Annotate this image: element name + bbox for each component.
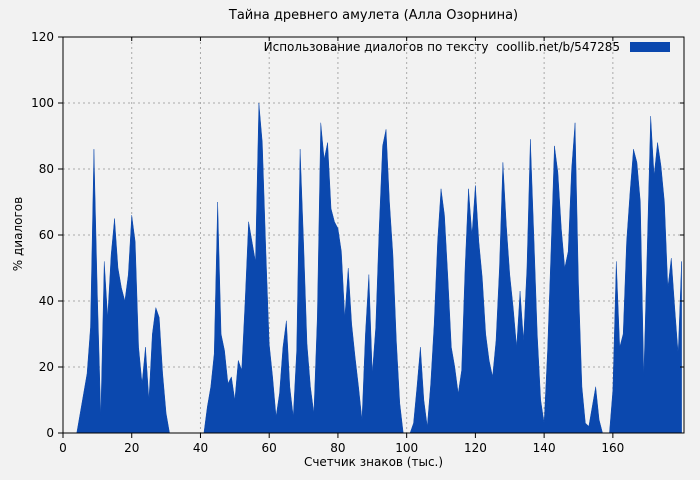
y-tick-label: 100	[31, 96, 54, 110]
x-tick-label: 100	[395, 441, 418, 455]
x-tick-label: 120	[464, 441, 487, 455]
y-tick-label: 60	[39, 228, 54, 242]
y-tick-label: 80	[39, 162, 54, 176]
x-tick-label: 0	[59, 441, 67, 455]
legend: Использование диалогов по тексту coollib…	[264, 40, 670, 54]
y-tick-label: 40	[39, 294, 54, 308]
x-tick-label: 140	[533, 441, 556, 455]
y-axis-label: % диалогов	[11, 196, 25, 272]
y-tick-label: 120	[31, 30, 54, 44]
x-tick-label: 80	[330, 441, 345, 455]
x-tick-label: 20	[124, 441, 139, 455]
y-tick-label: 20	[39, 360, 54, 374]
legend-swatch	[630, 42, 670, 52]
chart-title: Тайна древнего амулета (Алла Озорнина)	[228, 8, 519, 23]
y-tick-label: 0	[46, 426, 54, 440]
series-area	[63, 102, 682, 434]
legend-label: Использование диалогов по тексту coollib…	[263, 40, 620, 54]
x-tick-label: 60	[262, 441, 277, 455]
x-tick-label: 40	[193, 441, 208, 455]
x-axis-label: Счетчик знаков (тыс.)	[303, 455, 444, 469]
x-tick-label: 160	[601, 441, 624, 455]
